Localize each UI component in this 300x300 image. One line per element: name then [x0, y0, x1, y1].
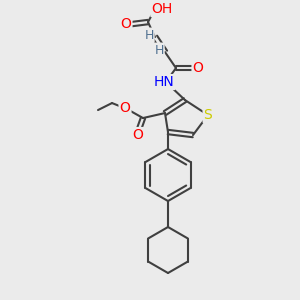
Text: O: O	[193, 61, 203, 75]
Text: O: O	[133, 128, 143, 142]
Text: OH: OH	[152, 2, 172, 16]
Text: O: O	[121, 17, 131, 31]
Text: O: O	[120, 101, 130, 115]
Text: H: H	[144, 28, 154, 42]
Text: S: S	[204, 108, 212, 122]
Text: H: H	[154, 44, 164, 57]
Text: HN: HN	[154, 75, 174, 89]
